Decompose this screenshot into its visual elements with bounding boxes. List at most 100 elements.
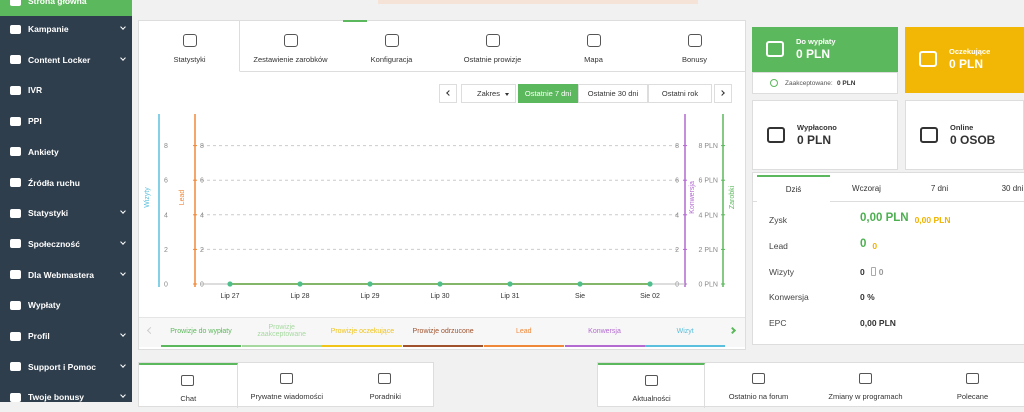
button-label: Ostatni rok bbox=[661, 89, 699, 98]
next-button[interactable] bbox=[714, 84, 732, 103]
nav-item[interactable]: Twoje bonusy bbox=[0, 382, 132, 412]
summary-cards: Do wypłaty 0 PLN Zaakceptowane: 0 PLN Oczeku… bbox=[752, 27, 1024, 172]
legend-item[interactable]: Konwersja bbox=[564, 317, 645, 347]
bottom-tab[interactable]: Ostatnio na forum bbox=[705, 363, 812, 408]
nav-icon bbox=[10, 116, 21, 126]
tab-label: Chat bbox=[180, 394, 197, 403]
nav-item[interactable]: Kampanie bbox=[0, 14, 132, 44]
legend-label: Prowizje oczekujące bbox=[330, 327, 395, 335]
nav-item[interactable]: Strona główna bbox=[0, 0, 132, 16]
nav-label: Kampanie bbox=[28, 24, 69, 34]
bottom-tab[interactable]: Poradniki bbox=[336, 363, 435, 408]
card-icon bbox=[919, 51, 937, 67]
stats-label: Konwersja bbox=[769, 292, 809, 303]
nav-item[interactable]: Profil bbox=[0, 321, 132, 351]
nav-label: Statystyki bbox=[28, 208, 69, 219]
nav-item[interactable]: Wypłaty bbox=[0, 290, 132, 320]
card-note: Zaakceptowane: 0 PLN bbox=[752, 72, 898, 94]
caret bbox=[505, 93, 509, 96]
legend-item[interactable]: Prowizje odrzucone bbox=[403, 317, 484, 347]
x-tick-label: Sie 02 bbox=[640, 293, 660, 300]
x-tick-label: Lip 29 bbox=[360, 293, 379, 300]
card-value: 0 PLN bbox=[949, 57, 984, 71]
tab-icon bbox=[687, 34, 702, 47]
bottom-right-panel: Aktualności Ostatnio na forum Zmiany w pro… bbox=[597, 362, 1024, 408]
range-option[interactable]: Ostatnie 7 dni bbox=[518, 84, 578, 103]
chevron bbox=[120, 54, 126, 61]
y-tick-label: 4 bbox=[200, 212, 204, 219]
range-option[interactable]: Ostatnie 30 dni bbox=[578, 84, 648, 103]
legend-item[interactable]: Prowizje zaakceptowane bbox=[241, 317, 322, 347]
summary-card: Oczekujące 0 PLN bbox=[905, 27, 1024, 93]
nav-item[interactable]: PPI bbox=[0, 106, 132, 136]
tab[interactable]: Bonusy bbox=[644, 21, 745, 72]
legend-label: Prowizje do wypłaty bbox=[170, 327, 232, 335]
stats-tab[interactable]: Dziś bbox=[757, 175, 830, 202]
button-label: Ostatnie 7 dni bbox=[524, 89, 572, 98]
tabs-line bbox=[753, 201, 1024, 202]
card-title: Oczekujące bbox=[949, 47, 991, 56]
card-title: Do wypłaty bbox=[796, 36, 836, 46]
tab[interactable]: Zestawienie zarobków bbox=[240, 21, 341, 72]
legend-item[interactable]: Lead bbox=[483, 317, 564, 347]
note-value: 0 PLN bbox=[837, 80, 856, 87]
nav-item[interactable]: Społeczność bbox=[0, 229, 132, 259]
x-tick-label: Lip 31 bbox=[500, 293, 519, 300]
nav-item[interactable]: IVR bbox=[0, 75, 132, 105]
tab-label: Prywatne wiadomości bbox=[250, 392, 324, 401]
stats-value: 0 bbox=[872, 240, 878, 251]
card-title: Online bbox=[950, 123, 974, 132]
nav-icon bbox=[10, 331, 21, 341]
tab-label: Konfiguracja bbox=[370, 55, 413, 64]
legend-item[interactable]: Prowizje do wypłaty bbox=[161, 317, 241, 347]
bottom-tab[interactable]: Prywatne wiadomości bbox=[238, 363, 337, 408]
stats-value: 0 % bbox=[860, 292, 875, 303]
chevron bbox=[120, 392, 126, 399]
stats-tab[interactable]: 7 dni bbox=[903, 175, 976, 202]
tab-label: Polecane bbox=[956, 392, 989, 401]
point bbox=[437, 281, 443, 287]
nav-label: Support i Pomoc bbox=[28, 361, 96, 372]
x-tick-label: Lip 30 bbox=[430, 293, 449, 300]
y-tick-label: 8 PLN bbox=[699, 143, 718, 150]
bottom-tab[interactable]: Polecane bbox=[919, 363, 1024, 408]
point bbox=[507, 281, 513, 287]
bottom-tab[interactable]: Chat bbox=[139, 363, 238, 408]
button-label: Ostatnie 30 dni bbox=[587, 89, 639, 98]
prev-button[interactable] bbox=[439, 84, 457, 103]
nav-item[interactable]: Dla Webmastera bbox=[0, 260, 132, 290]
nav-item[interactable]: Content Locker bbox=[0, 45, 132, 75]
axis-title: Konwersja bbox=[689, 181, 696, 214]
stats-tab[interactable]: Wczoraj bbox=[830, 175, 903, 202]
tab-icon bbox=[644, 375, 658, 386]
y-tick-label: 4 bbox=[675, 212, 679, 219]
stats-value: 0 bbox=[860, 266, 865, 277]
nav-item[interactable]: Źródła ruchu bbox=[0, 168, 132, 198]
tab[interactable]: Ostatnie prowizje bbox=[442, 21, 543, 72]
bottom-tab[interactable]: Zmiany w programach bbox=[812, 363, 919, 408]
legend-item[interactable]: Wizyt bbox=[645, 317, 726, 347]
tab-indicator bbox=[343, 20, 367, 22]
tab-label: Bonusy bbox=[681, 55, 708, 64]
stats-tab[interactable]: 30 dni bbox=[976, 175, 1024, 202]
summary-card: Wypłacono 0 PLN bbox=[752, 100, 898, 170]
tab[interactable]: Mapa bbox=[543, 21, 644, 72]
nav-item[interactable]: Support i Pomoc bbox=[0, 352, 132, 382]
y-tick-label: 2 PLN bbox=[699, 247, 718, 254]
card-icon bbox=[767, 127, 785, 143]
tab[interactable]: Konfiguracja bbox=[341, 21, 442, 72]
tab-icon bbox=[965, 373, 979, 384]
chevron bbox=[120, 24, 126, 30]
range-option[interactable]: Ostatni rok bbox=[648, 84, 712, 103]
tab[interactable]: Statystyki bbox=[139, 21, 240, 72]
range-dropdown[interactable]: Zakres bbox=[461, 84, 516, 103]
nav-label: Content Locker bbox=[28, 54, 91, 65]
stats-label: EPC bbox=[769, 318, 787, 329]
axis-title: Zarobki bbox=[729, 185, 736, 209]
stats-panel: Statystyki Zestawienie zarobków Konfigurac… bbox=[138, 20, 746, 350]
bottom-tab[interactable]: Aktualności bbox=[598, 363, 705, 408]
legend-item[interactable]: Prowizje oczekujące bbox=[322, 317, 403, 347]
nav-item[interactable]: Ankiety bbox=[0, 137, 132, 167]
tab-label: Statystyki bbox=[173, 55, 206, 64]
nav-item[interactable]: Statystyki bbox=[0, 198, 132, 228]
